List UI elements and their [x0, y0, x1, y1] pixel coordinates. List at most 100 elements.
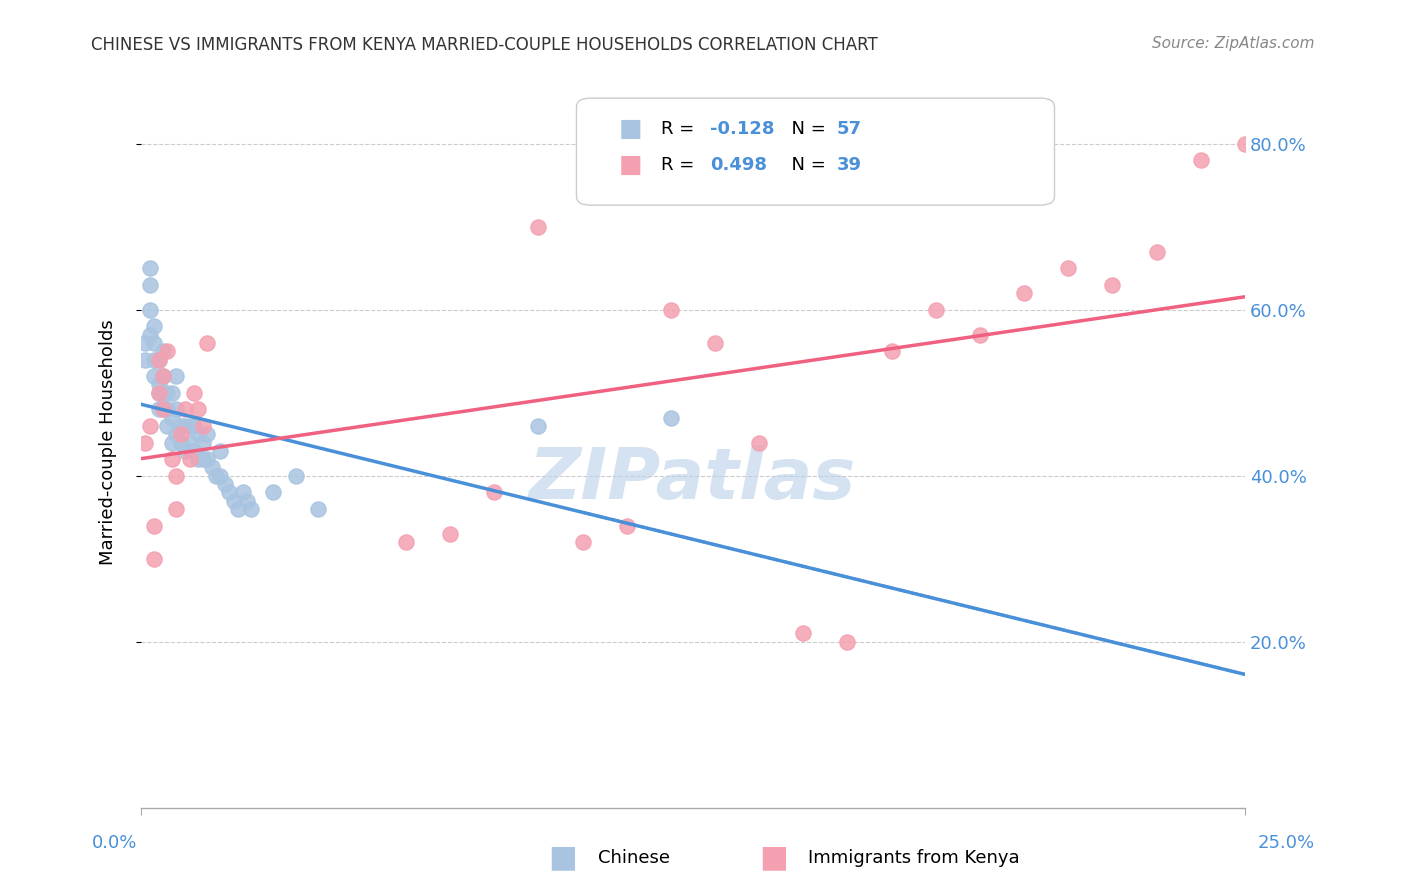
- Point: [307, 502, 329, 516]
- Point: [183, 419, 205, 434]
- Point: [143, 551, 166, 566]
- Point: [837, 634, 859, 648]
- Point: [748, 435, 770, 450]
- Point: [143, 518, 166, 533]
- Point: [925, 302, 948, 317]
- Y-axis label: Married-couple Households: Married-couple Households: [100, 319, 117, 566]
- Point: [201, 460, 224, 475]
- Point: [191, 419, 214, 434]
- Point: [134, 335, 156, 350]
- Text: 39: 39: [837, 156, 862, 174]
- Point: [134, 435, 156, 450]
- Point: [148, 377, 170, 392]
- Point: [240, 502, 263, 516]
- Point: [152, 344, 174, 359]
- Point: [165, 369, 187, 384]
- Point: [152, 402, 174, 417]
- Point: [156, 419, 179, 434]
- Point: [139, 302, 162, 317]
- Point: [571, 535, 593, 549]
- Point: [484, 485, 506, 500]
- Text: ■: ■: [619, 118, 643, 141]
- Point: [659, 302, 682, 317]
- Point: [195, 427, 218, 442]
- Point: [704, 335, 727, 350]
- Point: [170, 427, 193, 442]
- Point: [165, 468, 187, 483]
- Point: [148, 352, 170, 367]
- Point: [143, 319, 166, 334]
- Text: Chinese: Chinese: [598, 849, 669, 867]
- Point: [156, 385, 179, 400]
- Point: [174, 443, 197, 458]
- Text: N =: N =: [780, 120, 832, 138]
- Text: Immigrants from Kenya: Immigrants from Kenya: [808, 849, 1021, 867]
- Point: [160, 410, 183, 425]
- Text: Source: ZipAtlas.com: Source: ZipAtlas.com: [1152, 36, 1315, 51]
- Point: [195, 452, 218, 467]
- Point: [209, 443, 232, 458]
- Text: 57: 57: [837, 120, 862, 138]
- Point: [527, 419, 550, 434]
- Point: [222, 493, 245, 508]
- Point: [1057, 261, 1080, 276]
- Point: [187, 452, 209, 467]
- Point: [148, 385, 170, 400]
- Point: [160, 435, 183, 450]
- Point: [205, 468, 228, 483]
- Point: [143, 352, 166, 367]
- Point: [209, 468, 232, 483]
- Text: R =: R =: [661, 120, 700, 138]
- Point: [218, 485, 240, 500]
- Point: [165, 502, 187, 516]
- Point: [170, 419, 193, 434]
- Point: [439, 526, 461, 541]
- Text: 0.0%: 0.0%: [91, 834, 136, 852]
- Point: [148, 352, 170, 367]
- Point: [148, 402, 170, 417]
- Point: [174, 419, 197, 434]
- Point: [231, 485, 253, 500]
- Point: [170, 435, 193, 450]
- Point: [616, 518, 638, 533]
- Point: [156, 402, 179, 417]
- Point: [139, 277, 162, 292]
- Text: ZIPatlas: ZIPatlas: [529, 444, 856, 514]
- Point: [143, 335, 166, 350]
- Point: [152, 402, 174, 417]
- Point: [1146, 244, 1168, 259]
- Point: [139, 419, 162, 434]
- Point: [183, 443, 205, 458]
- Point: [143, 369, 166, 384]
- Text: N =: N =: [780, 156, 832, 174]
- Point: [792, 626, 814, 640]
- Point: [226, 502, 249, 516]
- Text: ■: ■: [759, 844, 787, 872]
- Point: [165, 427, 187, 442]
- Point: [187, 427, 209, 442]
- Point: [1101, 277, 1123, 292]
- Point: [139, 327, 162, 342]
- Point: [191, 435, 214, 450]
- Point: [179, 435, 201, 450]
- Point: [183, 385, 205, 400]
- Point: [179, 452, 201, 467]
- Point: [191, 452, 214, 467]
- Point: [160, 385, 183, 400]
- Point: [1012, 286, 1035, 301]
- Text: R =: R =: [661, 156, 700, 174]
- Point: [214, 477, 236, 491]
- Text: 0.498: 0.498: [710, 156, 768, 174]
- Text: ■: ■: [619, 153, 643, 177]
- Point: [880, 344, 903, 359]
- Point: [165, 402, 187, 417]
- Point: [659, 410, 682, 425]
- Point: [160, 452, 183, 467]
- Point: [139, 261, 162, 276]
- Point: [236, 493, 259, 508]
- Text: CHINESE VS IMMIGRANTS FROM KENYA MARRIED-COUPLE HOUSEHOLDS CORRELATION CHART: CHINESE VS IMMIGRANTS FROM KENYA MARRIED…: [91, 36, 879, 54]
- Text: ■: ■: [548, 844, 576, 872]
- Point: [152, 369, 174, 384]
- Point: [969, 327, 991, 342]
- Point: [187, 402, 209, 417]
